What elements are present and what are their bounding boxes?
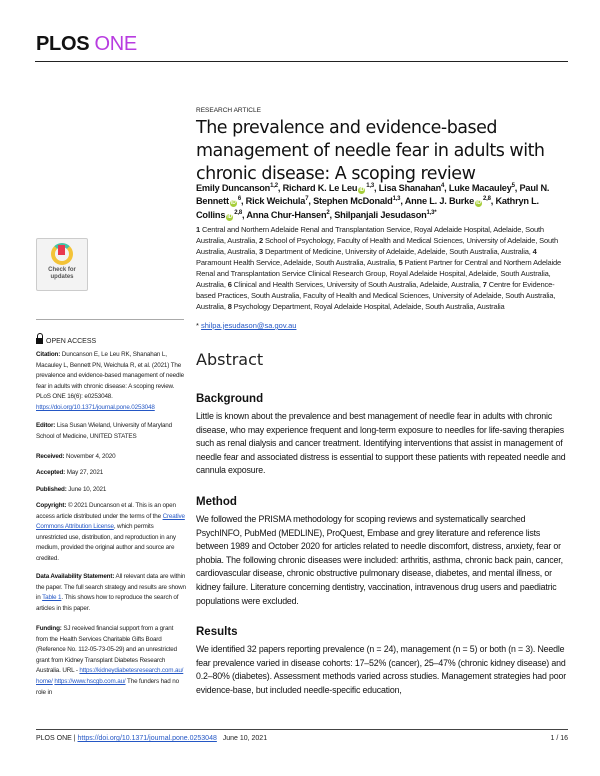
corresponding-email: * shilpa.jesudason@sa.gov.au xyxy=(196,321,297,330)
method-heading: Method xyxy=(196,496,237,508)
author-affiliation-marker: 1,2 xyxy=(270,182,278,189)
author: Kathryn L. Collins iD2,8 xyxy=(196,196,539,221)
logo-plos: PLOS xyxy=(36,33,90,55)
article-type: RESEARCH ARTICLE xyxy=(196,107,261,114)
license-link[interactable]: Creative Commons Attribution License xyxy=(36,512,185,531)
published: Published: June 10, 2021 xyxy=(36,486,107,493)
affiliation-text: School of Psychology, Faculty of Health … xyxy=(196,236,558,256)
open-lock-icon xyxy=(36,333,43,344)
orcid-icon[interactable]: iD xyxy=(358,187,366,194)
copyright: Copyright: © 2021 Duncanson et al. This … xyxy=(36,502,185,562)
background-text: Little is known about the prevalence and… xyxy=(196,411,566,476)
data-availability: Data Availability Statement: All relevan… xyxy=(36,573,186,612)
results-text: We identified 32 papers reporting preval… xyxy=(196,644,567,695)
author-affiliation-marker: 5 xyxy=(511,182,515,189)
author: Stephen McDonald1,3 xyxy=(313,196,400,206)
affiliation-text: Department of Medicine, University of Ad… xyxy=(264,247,533,256)
author: Lisa Shanahan4 xyxy=(378,182,445,193)
affiliation-text: Paramount Health Service, Adelaide, Sout… xyxy=(196,258,399,267)
table1-link[interactable]: Table 1 xyxy=(42,594,62,602)
author: Richard K. Le Leu iD1,3 xyxy=(282,182,375,194)
footer-separator: | xyxy=(73,735,76,742)
funding: Funding: SJ received financial support f… xyxy=(36,625,184,696)
sidebar-divider xyxy=(36,319,184,320)
page-number: 1 / 16 xyxy=(550,735,568,742)
journal-logo: PLOS ONE xyxy=(36,33,137,56)
received: Received: November 4, 2020 xyxy=(36,453,116,460)
footer-date: June 10, 2021 xyxy=(222,735,268,742)
author-affiliation-marker: 7 xyxy=(305,196,309,203)
author-name: Anna Chur-Hansen xyxy=(246,209,327,220)
author-affiliation-marker: 1,3 xyxy=(392,196,401,203)
footer-doi-link[interactable]: https://doi.org/10.1371/journal.pone.025… xyxy=(77,735,217,742)
author-name: Lisa Shanahan xyxy=(378,183,441,193)
open-access-label: OPEN ACCESS xyxy=(46,338,97,345)
crossmark-icon xyxy=(51,243,73,265)
page-footer: PLOS ONE | https://doi.org/10.1371/journ… xyxy=(36,735,568,742)
funding-link-1[interactable]: https://kidneydiabetesresearch.com.au/ho… xyxy=(36,667,184,685)
author-affiliation-marker: 2,8 xyxy=(234,209,242,216)
author: Emily Duncanson1,2 xyxy=(196,183,278,193)
author-name: Richard K. Le Leu xyxy=(282,183,358,193)
author-affiliation-marker: 4 xyxy=(441,182,445,189)
affiliation-text: Centre for Evidence-based Practices, Sou… xyxy=(196,280,556,311)
footer-journal: PLOS ONE xyxy=(36,735,72,742)
affiliation-number: 5 xyxy=(398,258,403,267)
method-text: We followed the PRISMA methodology for s… xyxy=(196,514,563,606)
affiliation-number: 2 xyxy=(258,236,264,245)
article-title: The prevalence and evidence-based manage… xyxy=(196,118,545,184)
affiliation-number: 4 xyxy=(532,247,537,256)
author-name: Paul N. Bennett xyxy=(196,183,550,207)
author-affiliation-marker: 6 xyxy=(237,196,241,203)
affiliation-number: 6 xyxy=(227,280,232,289)
affiliation-text: Central and Northern Adelaide Renal and … xyxy=(196,225,544,245)
background-heading: Background xyxy=(196,393,264,405)
author-name: Luke Macauley xyxy=(448,183,512,193)
affiliation-text: Clinical and Health Services, University… xyxy=(233,280,483,289)
funding-link-2[interactable]: https://www.hscgb.com.au/ xyxy=(54,677,126,685)
author-name: Shilpanjali Jesudason xyxy=(334,209,427,220)
author: Anna Chur-Hansen2 xyxy=(246,210,329,220)
author-name: Rick Weichula xyxy=(245,196,306,207)
author: Paul N. Bennett iD6 xyxy=(196,183,550,208)
author-name: Kathryn L. Collins xyxy=(196,196,539,220)
author-name: Anne L. J. Burke xyxy=(404,196,474,207)
orcid-icon[interactable]: iD xyxy=(226,213,234,221)
footer-divider xyxy=(36,729,568,730)
affiliation-text: Psychology Department, Royal Adelaide Ho… xyxy=(233,302,505,311)
author-affiliation-marker: 1,3* xyxy=(426,209,437,216)
affiliation-number: 8 xyxy=(227,302,232,311)
badge-line2: updates xyxy=(50,274,74,280)
results-heading: Results xyxy=(196,626,238,638)
author: Rick Weichula7 xyxy=(246,196,309,206)
affiliation-text: Patient Partner for Central and Northern… xyxy=(196,258,562,289)
author-name: Stephen McDonald xyxy=(313,196,393,207)
author-affiliation-marker: 2,8 xyxy=(482,196,491,203)
author-affiliation-marker: 1,3 xyxy=(366,182,375,189)
abstract-heading: Abstract xyxy=(196,350,264,369)
author-affiliation-marker: 2 xyxy=(326,209,330,216)
citation-doi-link[interactable]: https://doi.org/10.1371/journal.pone.025… xyxy=(36,403,155,411)
author-list: Emily Duncanson1,2, Richard K. Le Leu iD1… xyxy=(196,182,550,221)
accepted: Accepted: May 27, 2021 xyxy=(36,469,104,476)
affiliation-number: 7 xyxy=(482,280,487,289)
citation: Citation: Duncanson E, Le Leu RK, Shanah… xyxy=(36,351,184,411)
affiliation-number: 3 xyxy=(258,247,264,256)
check-for-updates-badge[interactable]: Check for updates xyxy=(36,238,88,291)
affiliations: 1 Central and Northern Adelaide Renal an… xyxy=(196,224,568,312)
header-divider xyxy=(35,61,568,62)
author: Anne L. J. Burke iD2,8 xyxy=(404,196,491,208)
author: Shilpanjali Jesudason1,3* xyxy=(334,210,436,220)
badge-line1: Check for xyxy=(48,267,76,273)
author: Luke Macauley5 xyxy=(449,183,515,193)
author-name: Emily Duncanson xyxy=(196,183,271,193)
open-access: OPEN ACCESS xyxy=(36,333,97,345)
orcid-icon[interactable]: iD xyxy=(474,200,482,208)
editor: Editor: Lisa Susan Wieland, University o… xyxy=(36,422,173,440)
email-link[interactable]: shilpa.jesudason@sa.gov.au xyxy=(201,321,297,330)
orcid-icon[interactable]: iD xyxy=(229,200,237,208)
affiliation-number: 1 xyxy=(196,225,201,234)
logo-one: ONE xyxy=(94,33,138,55)
